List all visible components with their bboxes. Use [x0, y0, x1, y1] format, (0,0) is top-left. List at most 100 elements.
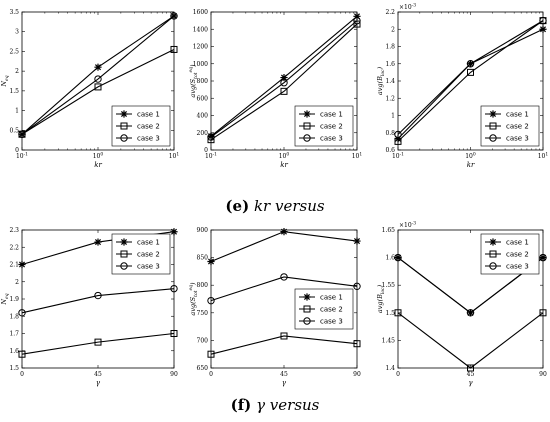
x-tick-label: 101 [169, 152, 180, 161]
data-point-2 [467, 68, 474, 76]
y-tick-label: 0 [15, 147, 19, 154]
data-point-1 [94, 238, 102, 246]
y-axis-label: avg(Bloc) [376, 284, 386, 313]
y-tick-label: 1.4 [385, 78, 395, 85]
y-tick-label: 800 [197, 282, 209, 289]
y-tick-label: 1.4 [385, 365, 395, 372]
legend-marker [120, 250, 128, 258]
caption-f-text: γ versus [256, 396, 320, 414]
data-point-1 [280, 228, 288, 236]
chart-f3: 1.4 1.45 1.5 1.55 1.6 1.65 0 45 90 ×10-3 γ avg(Bloc… [376, 221, 547, 388]
legend-marker [489, 122, 497, 130]
data-point-2 [280, 87, 288, 95]
data-point-2 [539, 309, 547, 317]
data-point-1 [353, 12, 361, 20]
y-tick-label: 2 [15, 68, 19, 75]
y-tick-label: 0.5 [9, 127, 19, 134]
data-point-2 [94, 83, 102, 91]
y-axis-label: avg(Bloc) [376, 66, 386, 95]
legend: case 1 case 2 case 3 [294, 288, 354, 330]
y-tick-label: 900 [197, 227, 209, 234]
data-point-3 [466, 60, 475, 68]
y-exponent-label: ×10-3 [399, 221, 416, 230]
x-tick-label: 100 [279, 152, 290, 161]
data-point-2 [394, 309, 402, 317]
legend-marker [303, 293, 311, 301]
x-tick-label: 0 [396, 371, 400, 378]
y-tick-label: 2.1 [9, 262, 19, 269]
data-point-3 [18, 130, 26, 138]
chart-f1: 1.5 1.6 1.7 1.8 1.9 2 2.1 2.2 2.3 0 45 90 γ Neq case 1… [0, 227, 178, 387]
y-tick-label: 2.2 [9, 244, 19, 251]
legend-marker [303, 122, 311, 130]
x-tick-label: 10-1 [16, 152, 28, 161]
y-tick-label: 850 [197, 255, 209, 262]
legend-label: case 1 [506, 111, 529, 119]
x-tick-label: 0 [209, 371, 213, 378]
x-tick-label: 101 [352, 152, 363, 161]
legend-label: case 2 [320, 123, 343, 131]
data-point-2 [353, 340, 361, 348]
chart-e3: 0.6 0.8 1 1.2 1.4 1.6 1.8 2 2.2 10-1 100 101 ×10-3 kr… [376, 3, 548, 170]
data-point-1 [18, 130, 26, 138]
data-point-3 [539, 253, 547, 262]
y-tick-label: 0.6 [385, 147, 395, 154]
chart-f2: 650 700 750 800 850 900 0 45 90 γ avg(Stoteq) case … [189, 227, 361, 387]
data-point-1 [207, 257, 215, 266]
legend: case 1 case 2 case 3 [294, 105, 354, 147]
legend-marker [303, 305, 311, 313]
legend-label: case 3 [137, 263, 160, 271]
data-point-3 [94, 75, 102, 83]
series-line-3 [397, 257, 544, 314]
legend-label: case 2 [506, 251, 529, 259]
x-tick-label: 45 [280, 371, 288, 378]
y-tick-label: 0.8 [385, 130, 395, 137]
data-point-3 [207, 296, 215, 305]
data-point-2 [170, 330, 178, 337]
series-line-2 [397, 20, 544, 142]
data-point-2 [207, 350, 215, 358]
data-point-3 [466, 309, 475, 317]
data-point-3 [18, 309, 26, 317]
y-tick-label: 3 [15, 29, 19, 36]
series-line-3 [21, 288, 175, 314]
legend-label: case 2 [137, 251, 160, 259]
series-line-3 [21, 15, 175, 135]
legend: case 1 case 2 case 3 [111, 233, 171, 275]
data-point-2 [94, 338, 102, 346]
caption-f: (f) γ versus [0, 396, 550, 414]
y-tick-label: 650 [197, 365, 209, 372]
data-point-1 [280, 73, 288, 82]
data-point-3 [353, 282, 361, 291]
data-point-1 [18, 260, 26, 269]
x-tick-label: 10-1 [205, 152, 217, 161]
y-tick-label: 700 [197, 337, 209, 344]
y-tick-label: 1.5 [9, 365, 19, 372]
data-point-3 [394, 253, 402, 262]
y-tick-label: 3.5 [9, 9, 19, 16]
caption-e: (e) kr versus [0, 197, 550, 215]
x-tick-label: 100 [465, 152, 476, 161]
y-tick-label: 2.2 [385, 9, 395, 16]
series-line-2 [21, 48, 175, 135]
x-axis-label: γ [282, 379, 287, 387]
legend: case 1 case 2 case 3 [480, 233, 540, 275]
caption-e-tag: (e) [225, 197, 250, 215]
data-point-3 [94, 291, 102, 300]
data-point-1 [170, 228, 178, 236]
y-tick-label: 1 [15, 108, 19, 115]
caption-f-tag: (f) [230, 396, 252, 414]
y-tick-label: 1.6 [385, 61, 395, 68]
series-line-3 [210, 276, 358, 302]
x-tick-label: 90 [170, 371, 178, 378]
legend-label: case 1 [320, 294, 343, 302]
legend-marker [303, 317, 311, 325]
data-point-2 [394, 137, 402, 145]
legend-marker [120, 262, 128, 270]
data-point-1 [353, 237, 361, 245]
data-point-1 [539, 25, 547, 33]
x-axis-label: kr [94, 161, 102, 169]
chart-e2: 0 200 400 600 800 1000 1200 1400 1600 10-1 100 101 k… [189, 9, 362, 169]
y-tick-label: 1 [391, 113, 395, 120]
